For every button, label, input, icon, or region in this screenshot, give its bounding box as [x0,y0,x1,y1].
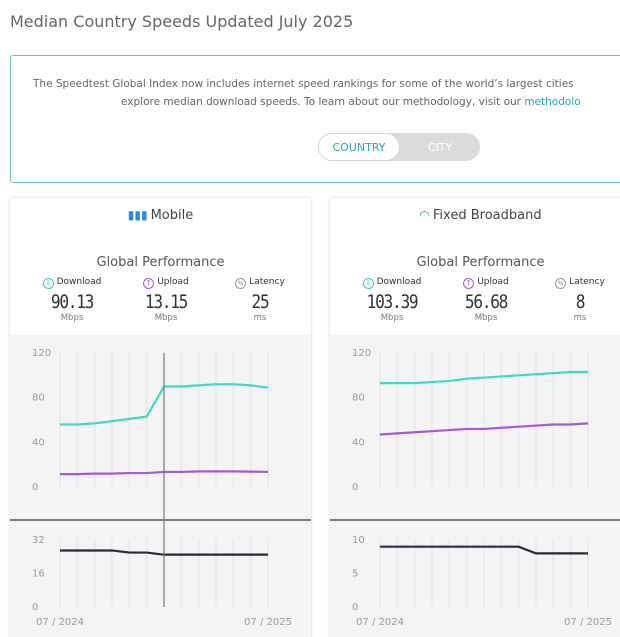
stat-icon: ⇆ [235,278,247,289]
stat-label-text: Upload [477,277,509,287]
toggle: COUNTRY CITY [318,133,480,161]
panel-icon: ▮▮▮ [127,208,148,222]
toggle-country[interactable]: COUNTRY [318,133,400,161]
stat-value: 25 [251,291,270,313]
panel-subtitle: Global Performance [96,255,225,270]
y-tick-label: 10 [352,535,365,546]
x-tick-label: 07 / 2024 [356,617,404,628]
y-tick-label: 16 [32,569,45,580]
y-tick-label: 0 [32,602,38,613]
panel: ◠ Fixed Broadband Global Performance ↓ Downl… [330,198,620,637]
stat-unit: ms [253,313,267,323]
panel-icon: ◠ [419,208,430,222]
panel-title: ▮▮▮ Mobile [10,208,311,223]
info-box: The Speedtest Global Index now includes … [10,55,620,183]
stat-unit: Mbps [474,313,498,323]
y-tick-label: 120 [352,348,371,359]
stat-value: 8 [575,291,586,313]
stats: ↓ Download 103.39 Mbps ↑ Upload 56.68 Mbps ⇆ Late… [345,277,620,323]
stat-unit: Mbps [154,313,178,323]
stat-label-text: Upload [157,277,189,287]
chart-background [330,335,620,637]
stat-label: ⇆ Latency [533,277,620,289]
toggle-city[interactable]: CITY [427,140,453,154]
stat-icon: ⇆ [555,278,567,289]
info-text: explore median download speeds. To learn… [121,96,581,108]
stat-value: 56.68 [464,291,509,313]
series-line [380,545,588,555]
panel-title-text: Mobile [150,208,194,223]
stat-unit: Mbps [60,313,84,323]
y-tick-label: 120 [32,348,51,359]
stat-label: ↓ Download [345,277,439,289]
y-tick-label: 40 [32,437,45,448]
stat: ↓ Download 103.39 Mbps [345,277,439,323]
stat: ↑ Upload 13.15 Mbps [119,277,213,323]
y-tick-label: 0 [32,482,38,493]
stat-label: ⇆ Latency [213,277,307,289]
stat: ↑ Upload 56.68 Mbps [439,277,533,323]
series-line [380,370,588,385]
stat: ⇆ Latency 8 ms [533,277,620,323]
info-text: The Speedtest Global Index now includes … [33,78,574,90]
stat-icon: ↓ [362,278,374,289]
charts: 0 40 80 120 0 5 10 07 / 2024 07 / 2025 [330,335,620,637]
panel: ▮▮▮ Mobile Global Performance ↓ Download 90.1… [10,198,311,637]
stat-value: 103.39 [366,291,419,313]
stat-label-text: Latency [249,277,285,287]
stat-label-text: Latency [569,277,605,287]
stat-value: 13.15 [144,291,189,313]
stats: ↓ Download 90.13 Mbps ↑ Upload 13.15 Mbps ⇆ Laten… [25,277,307,323]
stat-label: ↑ Upload [439,277,533,289]
methodology-link[interactable]: methodolo [524,96,581,108]
stat-label: ↓ Download [25,277,119,289]
stat-label-text: Download [56,277,102,287]
panel-title-text: Fixed Broadband [432,208,542,223]
y-tick-label: 40 [352,437,365,448]
stat-icon: ↑ [463,278,475,289]
series-line [379,422,589,436]
stat-label-text: Download [376,277,422,287]
y-tick-label: 32 [32,535,45,546]
y-tick-label: 0 [352,602,358,613]
stat-icon: ↑ [143,278,155,289]
page-title: Median Country Speeds Updated July 2025 [10,12,354,31]
stat-unit: ms [573,313,587,323]
stat-icon: ↓ [42,278,54,289]
stat-value: 90.13 [50,291,95,313]
stat-unit: Mbps [380,313,404,323]
y-tick-label: 80 [352,393,365,404]
panel-title: ◠ Fixed Broadband [330,208,620,223]
stat-label: ↑ Upload [119,277,213,289]
stat: ↓ Download 90.13 Mbps [25,277,119,323]
info-text: explore median download speeds. To learn… [121,96,521,108]
x-tick-label: 07 / 2024 [36,617,84,628]
y-tick-label: 80 [32,393,45,404]
x-tick-label: 07 / 2025 [564,617,612,628]
panel-subtitle: Global Performance [416,255,545,270]
chart-background [10,335,311,637]
y-tick-label: 0 [352,482,358,493]
y-tick-label: 5 [352,569,358,580]
stat: ⇆ Latency 25 ms [213,277,307,323]
charts: 0 40 80 120 0 16 32 07 / 2024 07 / 2025 [10,335,311,637]
x-tick-label: 07 / 2025 [244,617,292,628]
